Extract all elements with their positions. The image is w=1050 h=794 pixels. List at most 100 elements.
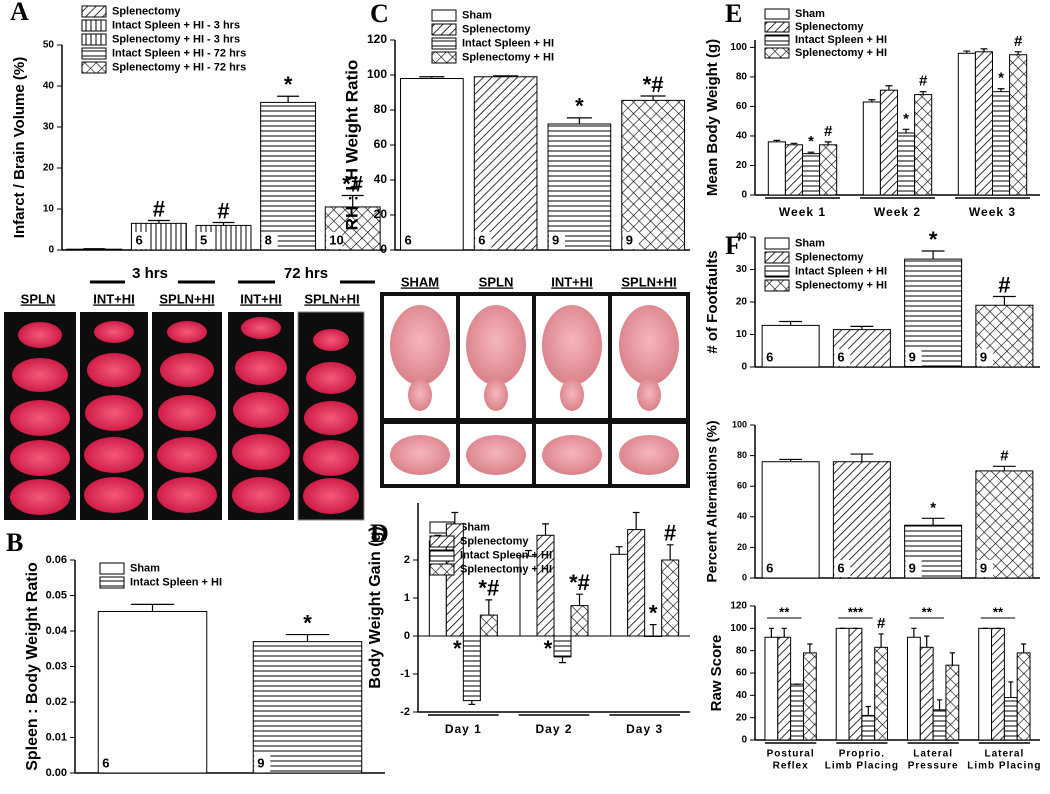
bar <box>627 529 646 637</box>
n-label: 9 <box>980 349 987 364</box>
y-tick-label: 20 <box>737 542 747 552</box>
error-bar <box>902 128 910 133</box>
n-label-box <box>622 232 639 249</box>
bar <box>764 636 779 741</box>
y-tick-label: 100 <box>732 419 747 429</box>
annotation: *# <box>478 576 499 601</box>
legend-swatch <box>81 61 107 74</box>
bar <box>974 51 994 196</box>
photo-label: SPLN <box>21 291 56 306</box>
legend-label: Intact Spleen + HI <box>795 34 887 46</box>
bar <box>570 605 589 637</box>
bar <box>945 664 960 741</box>
error-bar <box>824 141 832 145</box>
y-tick-label: 100 <box>730 623 747 634</box>
n-label: 9 <box>552 232 559 247</box>
y-tick-label: 80 <box>736 72 748 83</box>
legend-swatch <box>764 34 790 46</box>
chart: 0 10 20 30 40 # of Footfaults 6 Sham 6 Splenectom… <box>704 227 1040 373</box>
y-tick-label: 0.01 <box>46 731 67 743</box>
error-bar <box>781 627 787 638</box>
n-label-box <box>197 232 214 249</box>
n-label-box <box>834 560 851 577</box>
y-tick-label: 0.04 <box>46 625 68 637</box>
chart: -2 -1 0 1 2 Body Weight Gain (g) Sham Splenecto… <box>367 503 690 736</box>
legend-label: Splenectomy <box>795 21 864 33</box>
y-tick-label: 40 <box>736 232 748 243</box>
x-tick-label: Pressure <box>908 761 959 772</box>
bar <box>260 101 317 251</box>
error-bar <box>963 50 971 54</box>
x-tick-label: Limb Placing <box>825 761 899 772</box>
error-bar <box>878 633 884 648</box>
n-label-box <box>254 755 271 772</box>
n-label: 8 <box>265 232 272 247</box>
n-label-box <box>976 560 993 577</box>
y-tick-label: 0.00 <box>46 767 67 779</box>
y-tick-label: 40 <box>736 131 748 142</box>
annotation: # <box>664 521 676 546</box>
legend-swatch <box>99 562 125 575</box>
error-bar <box>949 652 955 666</box>
error-bar <box>212 221 235 226</box>
error-bar <box>542 523 549 536</box>
y-tick-label: 0.02 <box>46 696 67 708</box>
error-bar <box>768 627 774 638</box>
photo-label: INT+HI <box>551 274 593 289</box>
error-bar <box>1008 681 1014 698</box>
error-bar <box>911 627 917 638</box>
bar <box>957 52 976 196</box>
n-label: 6 <box>478 232 485 247</box>
annotation: # <box>824 123 833 140</box>
x-tick-label: Lateral <box>913 749 953 760</box>
legend-label: Intact Spleen + HI - 3 hrs <box>112 19 240 31</box>
y-tick-label: 40 <box>374 172 388 186</box>
error-bar <box>980 48 988 52</box>
n-label: 9 <box>909 560 916 575</box>
bar <box>991 627 1005 741</box>
panel-label: B <box>6 528 23 557</box>
error-bar <box>468 700 476 705</box>
legend-swatch <box>81 19 107 32</box>
error-bar <box>773 139 781 142</box>
annotation: # <box>877 615 886 632</box>
bar <box>790 683 804 741</box>
bar <box>462 635 481 702</box>
annotation: * <box>929 227 938 252</box>
y-tick-label: 0 <box>742 572 747 582</box>
y-tick-label: 0 <box>741 735 747 746</box>
legend-swatch <box>99 576 125 589</box>
error-bar <box>419 76 445 79</box>
n-label-box <box>401 232 418 249</box>
legend-label: Splenectomy + HI <box>795 47 887 59</box>
bar <box>1016 652 1031 741</box>
legend-swatch <box>764 21 790 33</box>
y-tick-label: 0.06 <box>46 554 67 566</box>
n-label-box <box>132 232 149 249</box>
legend-label: Splenectomy + HI - 72 hrs <box>112 61 246 73</box>
x-tick-label: Limb Placing <box>967 761 1041 772</box>
legend-label: Splenectomy <box>795 251 864 263</box>
y-tick-label: 60 <box>736 668 748 679</box>
n-label: 6 <box>837 349 844 364</box>
annotation: * <box>930 499 936 516</box>
error-bar <box>493 75 519 77</box>
y-tick-label: 50 <box>43 40 55 51</box>
legend-swatch <box>764 47 790 59</box>
legend-label: Sham <box>795 8 825 20</box>
annotation: * <box>903 110 909 127</box>
annotation: * <box>808 133 814 150</box>
n-label: 6 <box>405 232 412 247</box>
legend-swatch <box>429 563 455 576</box>
error-bar <box>992 465 1016 471</box>
bar <box>252 641 363 774</box>
photo-c <box>380 292 690 488</box>
error-bar <box>632 511 640 530</box>
x-tick-label: Reflex <box>773 761 809 772</box>
bar <box>874 646 889 741</box>
bar <box>784 144 804 196</box>
y-tick-label: 120 <box>367 32 387 46</box>
y-tick-label: 2 <box>404 554 410 566</box>
y-tick-label: 80 <box>737 450 747 460</box>
legend-swatch <box>429 549 455 562</box>
